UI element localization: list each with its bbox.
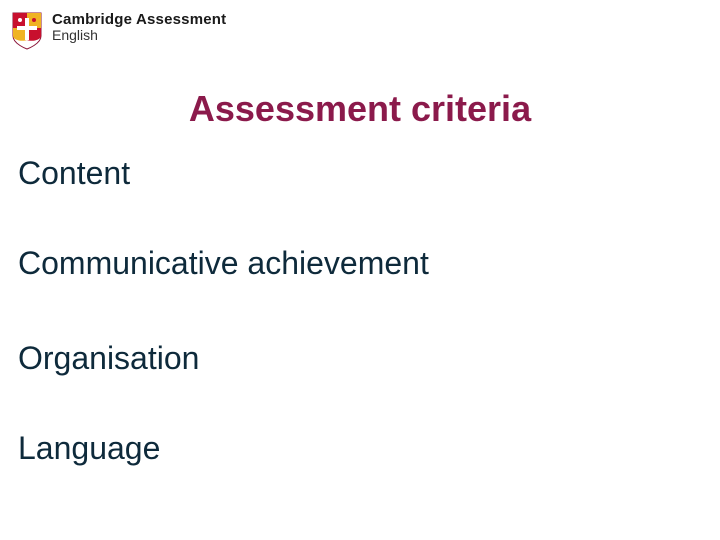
slide: Cambridge Assessment English Assessment … [0,0,720,540]
brand-logo: Cambridge Assessment English [12,12,226,50]
criteria-item-language: Language [18,430,160,467]
criteria-item-organisation: Organisation [18,340,199,377]
criteria-item-communicative: Communicative achievement [18,245,429,282]
slide-title: Assessment criteria [0,88,720,130]
brand-text: Cambridge Assessment English [52,12,226,42]
brand-line2: English [52,28,226,43]
criteria-item-content: Content [18,155,130,192]
shield-icon [12,12,42,50]
brand-line1: Cambridge Assessment [52,12,226,28]
